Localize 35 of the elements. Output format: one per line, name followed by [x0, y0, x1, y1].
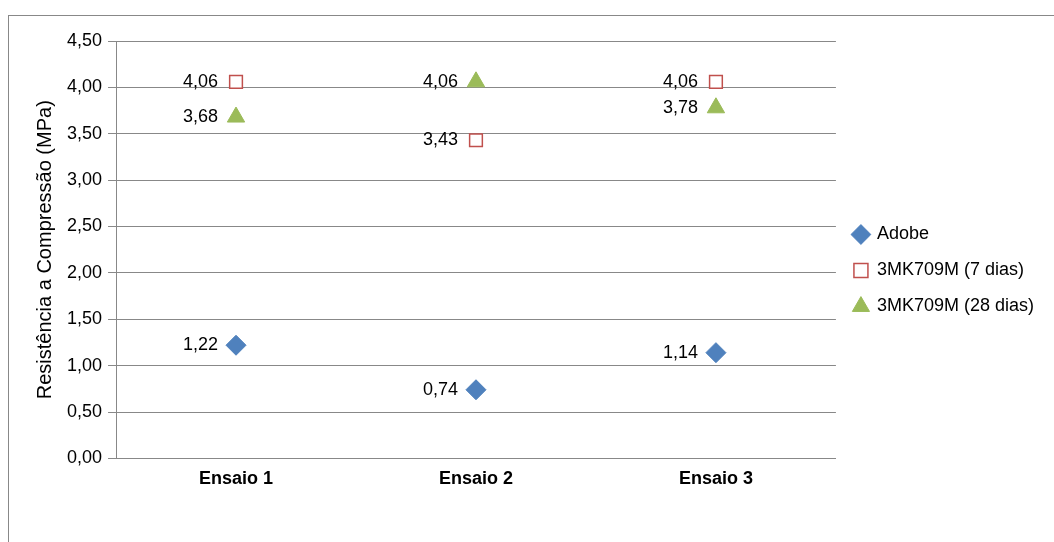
point: [708, 74, 724, 89]
point: [468, 133, 484, 148]
y-tick-label: 2,00: [66, 261, 103, 282]
data-label: 4,06: [422, 70, 458, 91]
point: [225, 334, 247, 356]
y-tick-label: 0,50: [66, 400, 103, 421]
data-label: 4,06: [182, 70, 219, 91]
data-label: 0,74: [422, 378, 458, 399]
point: [466, 71, 486, 88]
point: [228, 74, 244, 89]
y-axis-title: Resistência a Compressão (MPa): [32, 100, 55, 400]
legend-label: Adobe: [876, 223, 929, 244]
data-label: 1,22: [182, 334, 219, 355]
y-tick-label: 1,50: [66, 308, 103, 329]
y-tick-label: 2,50: [66, 215, 103, 236]
point: [705, 342, 727, 364]
x-tick-label: Ensaio 2: [438, 468, 513, 489]
y-tick-label: 3,00: [66, 169, 103, 190]
point: [706, 97, 726, 114]
legend-label: 3MK709M (7 dias): [876, 259, 1024, 280]
y-tick-label: 1,00: [66, 354, 103, 375]
x-tick-label: Ensaio 1: [199, 468, 274, 489]
legend-label: 3MK709M (28 dias): [876, 295, 1035, 316]
data-label: 3,68: [182, 106, 219, 127]
y-tick-label: 0,00: [66, 447, 103, 468]
point: [226, 106, 246, 123]
y-tick-label: 4,00: [66, 76, 103, 97]
x-tick-label: Ensaio 3: [678, 468, 753, 489]
data-label: 3,78: [662, 96, 698, 117]
point: [465, 379, 487, 401]
y-tick-label: 3,50: [66, 122, 103, 143]
y-tick-label: 4,50: [66, 29, 103, 50]
data-label: 4,06: [662, 70, 698, 91]
data-label: 3,43: [422, 129, 458, 150]
data-label: 1,14: [662, 341, 698, 362]
